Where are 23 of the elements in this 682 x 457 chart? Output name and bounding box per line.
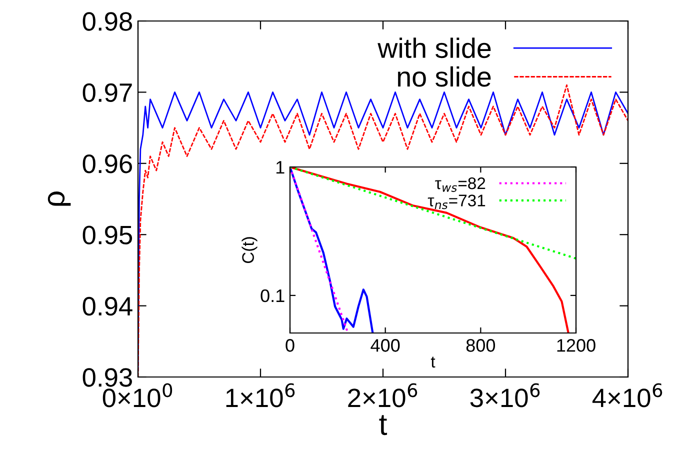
x-tick-label: 2×10$^{6}$ [348,383,418,408]
y-tick-label: 0.96 [82,154,132,174]
x-axis-title: t [379,415,388,436]
x-tick-label: 800 [466,339,496,352]
x-tick-label: 3×10$^{6}$ [470,383,540,408]
x-axis-title: t [430,356,436,368]
legend-label: τ$_{ns}$=731 [428,194,486,210]
x-tick-label: 4×10$^{6}$ [592,383,662,408]
y-tick-label: 0.94 [82,296,132,316]
x-tick-label: 1200 [557,339,596,352]
y-tick-label: 0.95 [82,226,132,244]
y-tick-label: 1 [276,161,284,174]
y-tick-label: 0.97 [82,83,132,102]
y-tick-label: 0.1 [260,289,284,302]
x-tick-label: 400 [370,339,400,352]
x-tick-label: 1×10$^{6}$ [226,383,295,408]
y-axis-title: C(t) [242,237,258,264]
y-axis-title: ρ [48,192,71,206]
legend-label: with slide [378,38,491,58]
y-tick-label: 0.98 [82,12,132,31]
x-tick-label: 0 [286,339,294,352]
legend-label: no slide [398,66,491,87]
legend-label: τ$_{ws}$=82 [435,177,486,192]
